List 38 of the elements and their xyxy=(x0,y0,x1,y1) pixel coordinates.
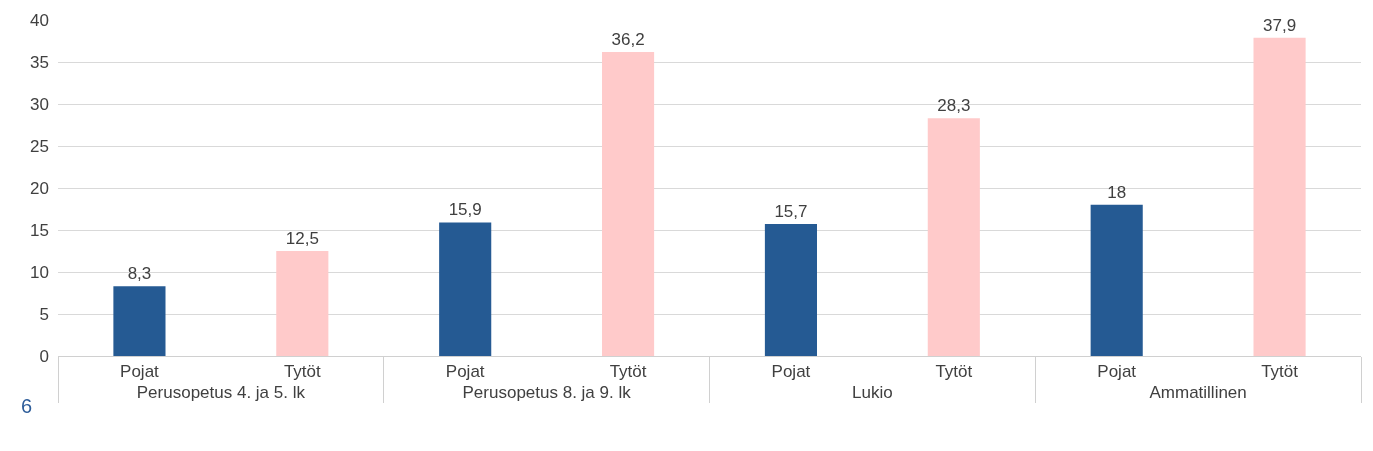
data-label: 15,7 xyxy=(774,202,808,222)
y-tick-label: 40 xyxy=(30,10,49,30)
y-tick-label: 35 xyxy=(30,52,49,72)
text: Tytöt xyxy=(935,362,973,382)
bar xyxy=(439,222,492,356)
series-label: Tytöt xyxy=(283,362,321,382)
bar xyxy=(764,224,817,356)
y-tick-label: 25 xyxy=(30,136,49,156)
text: Pojat xyxy=(445,362,485,382)
x-tick-label: Ammatillinen xyxy=(1149,383,1247,403)
series-label: Pojat xyxy=(120,362,160,382)
text: Tytöt xyxy=(1261,362,1298,382)
x-tick-label: Lukio xyxy=(852,383,893,403)
y-tick-label: 10 xyxy=(30,262,49,282)
data-label: 28,3 xyxy=(937,96,971,116)
data-label: 36,2 xyxy=(611,29,645,49)
data-label: 8,3 xyxy=(127,264,152,284)
bar xyxy=(113,286,166,356)
x-tick-label: Perusopetus 4. ja 5. lk xyxy=(136,383,306,403)
bar xyxy=(1253,37,1306,356)
text: Tytöt xyxy=(609,362,647,382)
data-label: 12,5 xyxy=(285,229,319,248)
text: Pojat xyxy=(771,362,811,382)
y-tick-label: 20 xyxy=(30,178,49,198)
bar xyxy=(602,51,655,356)
bar xyxy=(927,118,980,356)
data-label: 18 xyxy=(1107,182,1127,202)
text: 6 xyxy=(21,395,33,417)
data-label: 15,9 xyxy=(448,200,482,220)
y-tick-label: 0 xyxy=(39,346,49,366)
text: Pojat xyxy=(1097,362,1137,382)
data-label: 37,9 xyxy=(1263,15,1297,35)
bar xyxy=(276,251,329,356)
bar xyxy=(1090,204,1143,356)
x-tick-label: Perusopetus 8. ja 9. lk xyxy=(462,383,632,403)
y-tick-label: 30 xyxy=(30,94,49,114)
y-tick-label: 5 xyxy=(39,304,49,324)
y-tick-label: 15 xyxy=(30,220,49,240)
